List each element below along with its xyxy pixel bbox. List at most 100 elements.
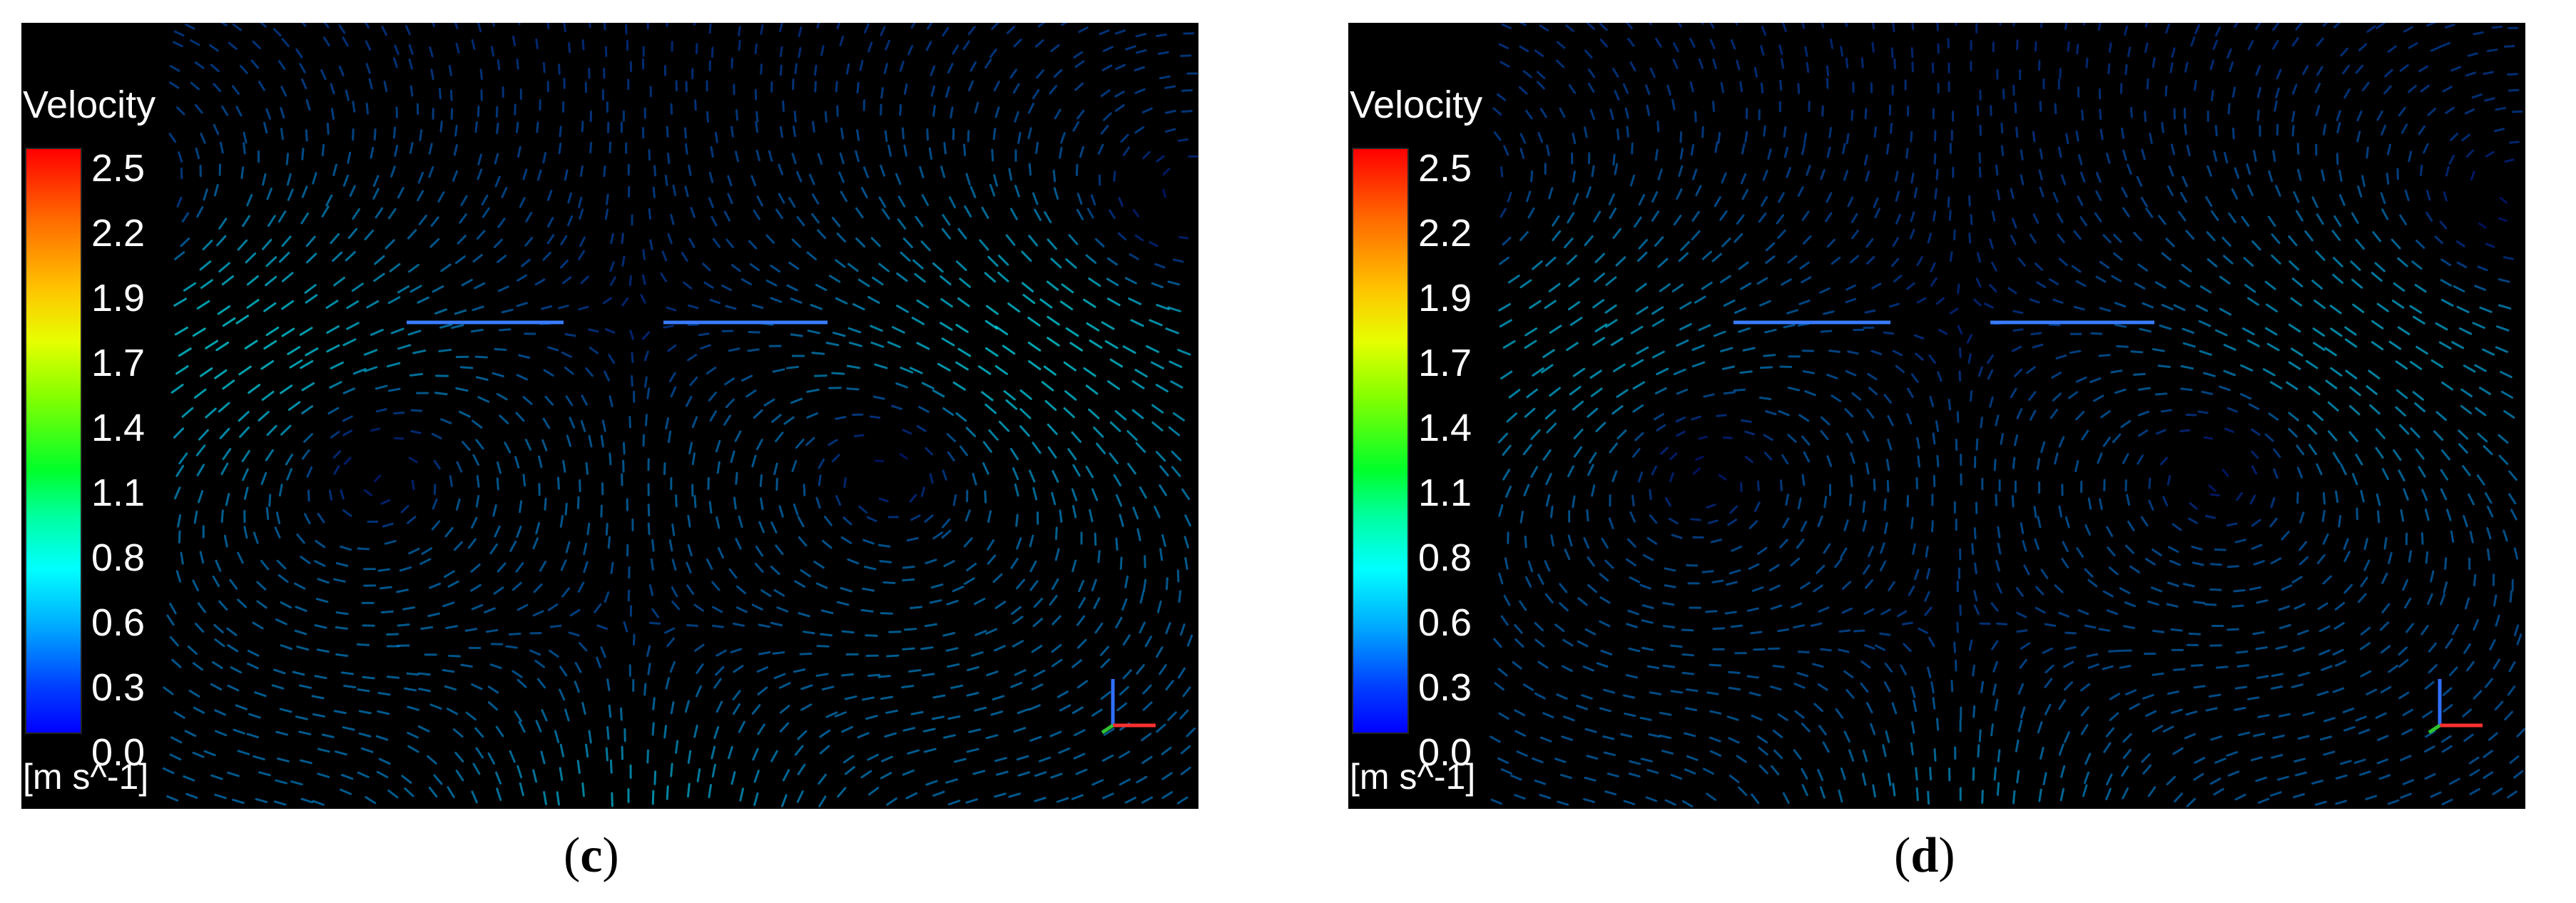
- velocity-vector: [1100, 125, 1109, 135]
- velocity-vector: [1539, 24, 1549, 32]
- velocity-vector: [195, 147, 200, 160]
- velocity-vector: [2498, 454, 2509, 465]
- velocity-vector: [1162, 168, 1171, 176]
- velocity-vector: [1031, 683, 1044, 690]
- velocity-vector: [279, 252, 290, 263]
- velocity-vector: [1995, 164, 1999, 176]
- velocity-vector: [2469, 768, 2480, 777]
- velocity-vector: [222, 317, 236, 327]
- velocity-vector: [226, 627, 238, 636]
- velocity-vector: [2212, 150, 2218, 162]
- velocity-vector: [2375, 428, 2386, 439]
- velocity-vector: [1863, 154, 1868, 166]
- velocity-vector: [909, 494, 917, 503]
- velocity-vector: [1895, 190, 1900, 202]
- velocity-vector: [2039, 101, 2042, 112]
- velocity-vector: [855, 238, 866, 248]
- velocity-vector: [377, 710, 390, 715]
- velocity-vector: [519, 782, 524, 797]
- velocity-vector: [1845, 297, 1857, 304]
- velocity-vector: [194, 623, 205, 633]
- velocity-vector: [1033, 669, 1046, 677]
- velocity-vector: [1803, 132, 1808, 144]
- velocity-vector: [788, 261, 800, 270]
- velocity-vector: [588, 434, 593, 448]
- velocity-vector: [2294, 771, 2307, 777]
- velocity-vector: [2206, 165, 2212, 177]
- velocity-vector: [458, 410, 471, 418]
- velocity-vector: [1661, 750, 1674, 755]
- velocity-vector: [342, 338, 357, 347]
- velocity-vector: [266, 424, 278, 437]
- velocity-vector: [982, 441, 992, 453]
- velocity-vector: [1626, 623, 1638, 628]
- velocity-vector: [2097, 23, 2102, 31]
- velocity-vector: [2171, 708, 2183, 714]
- velocity-vector: [928, 147, 933, 160]
- velocity-vector: [2478, 387, 2491, 395]
- velocity-vector: [1029, 560, 1037, 573]
- velocity-vector: [1719, 210, 1728, 221]
- velocity-vector: [795, 439, 805, 449]
- velocity-vector: [2110, 369, 2123, 374]
- velocity-vector: [2272, 150, 2276, 163]
- velocity-vector: [1493, 638, 1502, 648]
- velocity-vector: [460, 663, 473, 668]
- velocity-vector: [287, 346, 301, 355]
- velocity-vector: [364, 23, 370, 29]
- velocity-vector: [1632, 448, 1641, 458]
- velocity-vector: [984, 490, 987, 504]
- velocity-vector: [779, 126, 783, 138]
- velocity-vector: [1029, 580, 1039, 591]
- velocity-vector: [649, 239, 653, 251]
- velocity-vector: [2443, 581, 2448, 594]
- velocity-vector: [686, 561, 692, 573]
- velocity-vector: [763, 398, 775, 407]
- velocity-vector: [1997, 542, 2002, 555]
- velocity-vector: [401, 775, 412, 784]
- velocity-vector: [735, 538, 742, 550]
- velocity-vector: [1714, 141, 1719, 153]
- velocity-vector: [2291, 111, 2296, 123]
- velocity-vector: [992, 573, 1003, 583]
- velocity-vector: [171, 658, 182, 668]
- velocity-vector: [1118, 197, 1124, 208]
- velocity-vector: [2343, 551, 2351, 563]
- velocity-vector: [566, 434, 572, 447]
- velocity-vector: [2007, 287, 2017, 295]
- colorbar-tick: 1.1: [1418, 471, 1472, 514]
- velocity-vector: [1935, 420, 1940, 432]
- velocity-vector: [2467, 52, 2478, 57]
- velocity-vector: [519, 500, 523, 514]
- velocity-vector: [2255, 646, 2268, 651]
- velocity-vector: [1981, 790, 1984, 804]
- velocity-vector: [2336, 153, 2339, 165]
- velocity-vector: [1604, 559, 1614, 569]
- velocity-vector: [594, 603, 602, 613]
- velocity-vector: [813, 374, 828, 377]
- velocity-vector: [856, 129, 860, 141]
- velocity-vector: [1719, 275, 1731, 284]
- colorbar-tick: 1.9: [1418, 277, 1472, 320]
- velocity-vector: [2182, 342, 2196, 348]
- velocity-vector: [818, 459, 825, 469]
- velocity-vector: [335, 626, 348, 630]
- velocity-vector: [770, 264, 781, 273]
- velocity-vector: [711, 581, 721, 591]
- velocity-vector: [788, 197, 796, 208]
- velocity-vector: [2084, 624, 2097, 629]
- velocity-vector: [2469, 787, 2480, 795]
- velocity-vector: [281, 38, 290, 48]
- velocity-vector: [2463, 733, 2474, 742]
- velocity-vector: [711, 215, 718, 227]
- velocity-vector: [265, 506, 270, 521]
- velocity-vector: [1801, 23, 1806, 29]
- velocity-vector: [1995, 560, 2000, 572]
- velocity-vector: [1522, 70, 1532, 78]
- velocity-vector: [605, 747, 609, 762]
- velocity-vector: [2270, 685, 2284, 690]
- velocity-vector: [1584, 776, 1597, 782]
- velocity-vector: [340, 671, 355, 675]
- velocity-vector: [1890, 257, 1900, 267]
- velocity-vector: [2379, 621, 2390, 631]
